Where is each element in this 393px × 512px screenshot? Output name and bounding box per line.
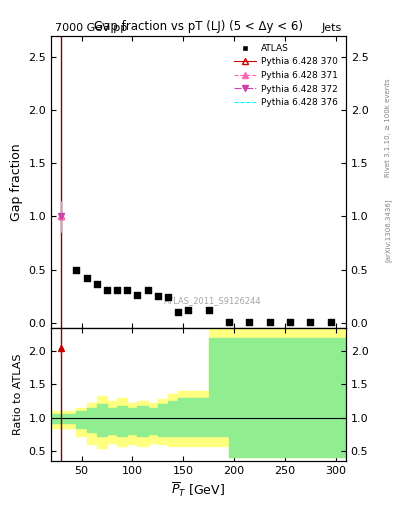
Text: 7000 GeV pp: 7000 GeV pp (55, 23, 127, 33)
Text: Jets: Jets (321, 23, 342, 33)
Y-axis label: Ratio to ATLAS: Ratio to ATLAS (13, 354, 23, 435)
X-axis label: $\overline{P}_T$ [GeV]: $\overline{P}_T$ [GeV] (171, 481, 226, 499)
Legend: ATLAS, Pythia 6.428 370, Pythia 6.428 371, Pythia 6.428 372, Pythia 6.428 376: ATLAS, Pythia 6.428 370, Pythia 6.428 37… (230, 40, 342, 111)
ATLAS (287, 317, 293, 326)
Title: Gap fraction vs pT (LJ) (5 < Δy < 6): Gap fraction vs pT (LJ) (5 < Δy < 6) (94, 20, 303, 33)
ATLAS (145, 286, 151, 294)
ATLAS (327, 317, 334, 326)
ATLAS (114, 286, 120, 294)
ATLAS (307, 317, 313, 326)
Text: Rivet 3.1.10, ≥ 100k events: Rivet 3.1.10, ≥ 100k events (385, 79, 391, 177)
ATLAS (185, 306, 191, 314)
ATLAS (206, 306, 212, 314)
ATLAS (94, 281, 100, 289)
ATLAS (246, 317, 252, 326)
ATLAS (165, 293, 171, 301)
Text: [arXiv:1306.3436]: [arXiv:1306.3436] (384, 199, 391, 262)
ATLAS (175, 308, 181, 316)
Y-axis label: Gap fraction: Gap fraction (10, 143, 23, 221)
ATLAS (266, 317, 273, 326)
ATLAS (134, 291, 141, 299)
Text: ATLAS_2011_S9126244: ATLAS_2011_S9126244 (164, 295, 262, 305)
ATLAS (73, 265, 80, 273)
ATLAS (124, 286, 130, 294)
ATLAS (226, 317, 232, 326)
ATLAS (84, 274, 90, 282)
ATLAS (155, 292, 161, 300)
ATLAS (104, 286, 110, 294)
